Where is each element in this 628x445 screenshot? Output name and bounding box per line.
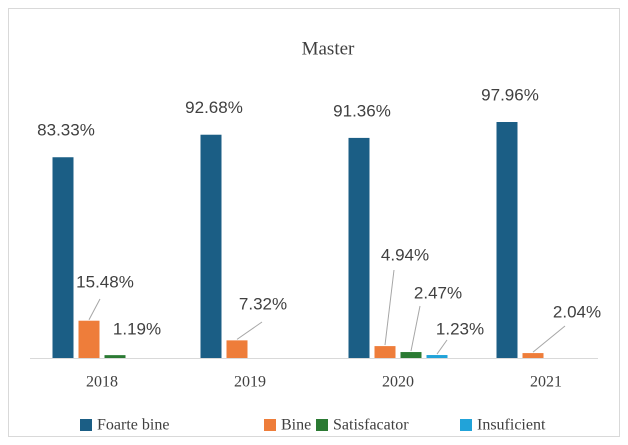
data-label: 91.36%: [333, 101, 391, 120]
legend-swatch: [264, 419, 276, 431]
bar: [426, 355, 448, 358]
x-tick-label: 2018: [86, 374, 118, 391]
legend-label: Satisfacator: [333, 417, 409, 434]
leader-line: [532, 325, 566, 353]
x-tick-label: 2020: [382, 374, 414, 391]
bar: [374, 346, 396, 358]
legend-swatch: [460, 419, 472, 431]
bar: [496, 122, 518, 358]
data-label: 15.48%: [76, 272, 134, 291]
legend-label: Insuficient: [477, 417, 546, 434]
bar: [522, 353, 544, 358]
bar: [348, 137, 370, 358]
leader-line: [410, 305, 421, 352]
data-label: 2.47%: [414, 283, 462, 302]
bar: [104, 355, 126, 358]
bar: [400, 352, 422, 358]
leader-line: [88, 298, 101, 320]
data-label: 92.68%: [185, 98, 243, 117]
legend-label: Foarte bine: [97, 417, 169, 434]
leader-line: [436, 339, 448, 355]
leader-line: [236, 321, 263, 340]
data-label: 97.96%: [481, 85, 539, 104]
x-tick-label: 2021: [530, 374, 562, 391]
bar: [52, 157, 74, 358]
x-tick-label: 2019: [234, 374, 266, 391]
bar: [200, 134, 222, 358]
data-label: 4.94%: [381, 245, 429, 264]
data-label: 1.19%: [113, 319, 161, 338]
bar: [226, 340, 248, 358]
legend-swatch: [80, 419, 92, 431]
legend-label: Bine: [281, 417, 311, 434]
legend-swatch: [316, 419, 328, 431]
data-label: 2.04%: [553, 302, 601, 321]
data-label: 83.33%: [37, 121, 95, 140]
leader-line: [384, 269, 395, 346]
data-label: 7.32%: [239, 294, 287, 313]
data-label: 1.23%: [436, 319, 484, 338]
bar: [78, 320, 100, 358]
chart-frame: [8, 8, 620, 437]
chart-title: Master: [302, 38, 355, 59]
